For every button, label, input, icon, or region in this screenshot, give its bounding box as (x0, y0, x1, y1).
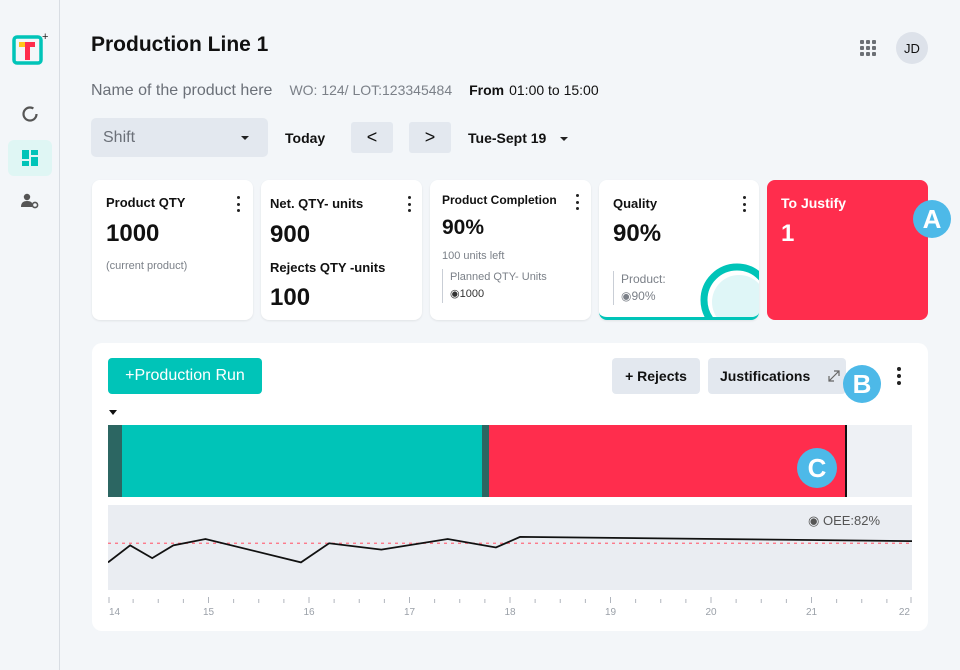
x-tick-label: 17 (404, 607, 416, 618)
sidebar: + (0, 0, 60, 670)
card-value: 900 (270, 221, 311, 248)
more-vertical-icon[interactable] (742, 196, 746, 212)
card-title: Quality (613, 196, 658, 211)
quality-card: Quality 90% Product: ◉90% (599, 180, 759, 320)
date-picker[interactable]: Tue-Sept 19 (468, 130, 568, 146)
x-tick-label: 15 (203, 607, 215, 618)
justifications-button[interactable]: Justifications (708, 358, 846, 394)
apps-grid-icon[interactable] (858, 38, 878, 58)
today-button[interactable]: Today (285, 130, 326, 146)
completion-card: Product Completion 90% 100 units left Pl… (430, 180, 591, 320)
x-tick-label: 21 (806, 607, 818, 618)
product-quality-value: 90% (631, 289, 656, 303)
planned-value: 1000 (459, 288, 485, 300)
sidebar-item-user-settings[interactable] (8, 183, 52, 219)
timeline-segment-setup[interactable] (108, 425, 123, 497)
product-name: Name of the product here (91, 82, 273, 99)
x-tick-label: 16 (303, 607, 315, 618)
oee-chart-svg (107, 535, 913, 564)
more-vertical-icon[interactable] (575, 194, 579, 210)
user-gear-icon (21, 193, 39, 209)
x-tick-label: 22 (899, 607, 911, 618)
card-note: (current product) (106, 260, 188, 272)
card-value: 1 (781, 220, 795, 247)
x-axis: 14 15 16 17 18 19 20 21 22 (108, 597, 912, 618)
units-left: 100 units left (442, 250, 505, 262)
current-time-line (845, 425, 847, 497)
timeline-segment-setup[interactable] (481, 425, 490, 497)
more-vertical-icon[interactable] (236, 196, 240, 212)
quality-gauge (700, 263, 759, 317)
page-title: Production Line 1 (91, 33, 269, 56)
x-tick-label: 20 (705, 607, 717, 618)
date-label: Tue-Sept 19 (468, 130, 547, 146)
production-timeline[interactable] (108, 425, 912, 497)
target-icon: ◉ (621, 289, 632, 303)
avatar[interactable]: JD (896, 32, 928, 64)
svg-text:+: + (42, 32, 48, 43)
timeline-pointer-icon[interactable] (109, 410, 117, 415)
shift-select[interactable]: Shift (91, 118, 268, 157)
card-title: Product QTY (106, 195, 186, 210)
x-tick-label: 19 (605, 607, 617, 618)
dashboard-grid-icon (22, 150, 38, 166)
target-icon: ◉ (808, 513, 820, 528)
oee-chart (107, 505, 913, 590)
from-label: From (469, 82, 505, 98)
rejects-title: Rejects QTY -units (270, 260, 386, 275)
time-range: 01:00 to 15:00 (509, 82, 599, 98)
app-logo-icon[interactable]: + (12, 31, 48, 66)
timeline-segment-running[interactable] (122, 425, 482, 497)
product-quality-block: Product: ◉90% (613, 271, 666, 305)
next-day-button[interactable]: > (409, 122, 451, 153)
target-icon: ◉ (450, 288, 460, 300)
card-title: Product Completion (442, 193, 557, 207)
net-qty-card: Net. QTY- units 900 Rejects QTY -units 1… (261, 180, 422, 320)
product-info: Name of the product here WO: 124/ LOT:12… (91, 82, 599, 100)
expand-icon (828, 370, 840, 382)
planned-label: Planned QTY- Units (450, 271, 547, 283)
product-qty-card: Product QTY 1000 (current product) (92, 180, 253, 320)
to-justify-card[interactable]: To Justify 1 (767, 180, 928, 320)
x-tick-label: 14 (109, 607, 121, 618)
planned-qty-block: Planned QTY- Units ◉1000 (442, 269, 547, 303)
chevron-right-icon: > (424, 127, 436, 147)
annotation-marker-a: A (913, 200, 951, 238)
series-line-oee (107, 535, 913, 564)
annotation-marker-c: C (797, 448, 837, 488)
card-title: Net. QTY- units (270, 196, 364, 211)
annotation-marker-b: B (843, 365, 881, 403)
card-value: 1000 (106, 220, 160, 247)
wo-lot-label: WO: 124/ LOT:123345484 (289, 82, 453, 98)
prev-day-button[interactable]: < (351, 122, 393, 153)
production-run-button[interactable]: +Production Run (108, 358, 262, 394)
oee-label: ◉ OEE:82% (808, 513, 880, 529)
card-value: 90% (613, 220, 662, 247)
chevron-down-icon (560, 137, 568, 141)
sidebar-item-overview[interactable] (8, 96, 52, 132)
sidebar-item-dashboard[interactable] (8, 140, 52, 176)
more-vertical-icon[interactable] (407, 196, 411, 212)
chevron-left-icon: < (366, 127, 378, 147)
rejects-button[interactable]: + Rejects (612, 358, 700, 394)
rejects-value: 100 (270, 284, 311, 311)
loading-ring-icon (22, 106, 38, 122)
timeline-segment-stopped[interactable] (489, 425, 847, 497)
chevron-down-icon (241, 136, 249, 140)
product-label: Product: (621, 272, 666, 286)
shift-placeholder: Shift (103, 128, 136, 146)
more-vertical-icon[interactable] (897, 367, 901, 385)
justifications-label: Justifications (720, 368, 811, 384)
card-title: To Justify (781, 195, 847, 211)
oee-value: OEE:82% (822, 513, 881, 528)
card-value: 90% (442, 216, 485, 239)
x-tick-label: 18 (504, 607, 516, 618)
